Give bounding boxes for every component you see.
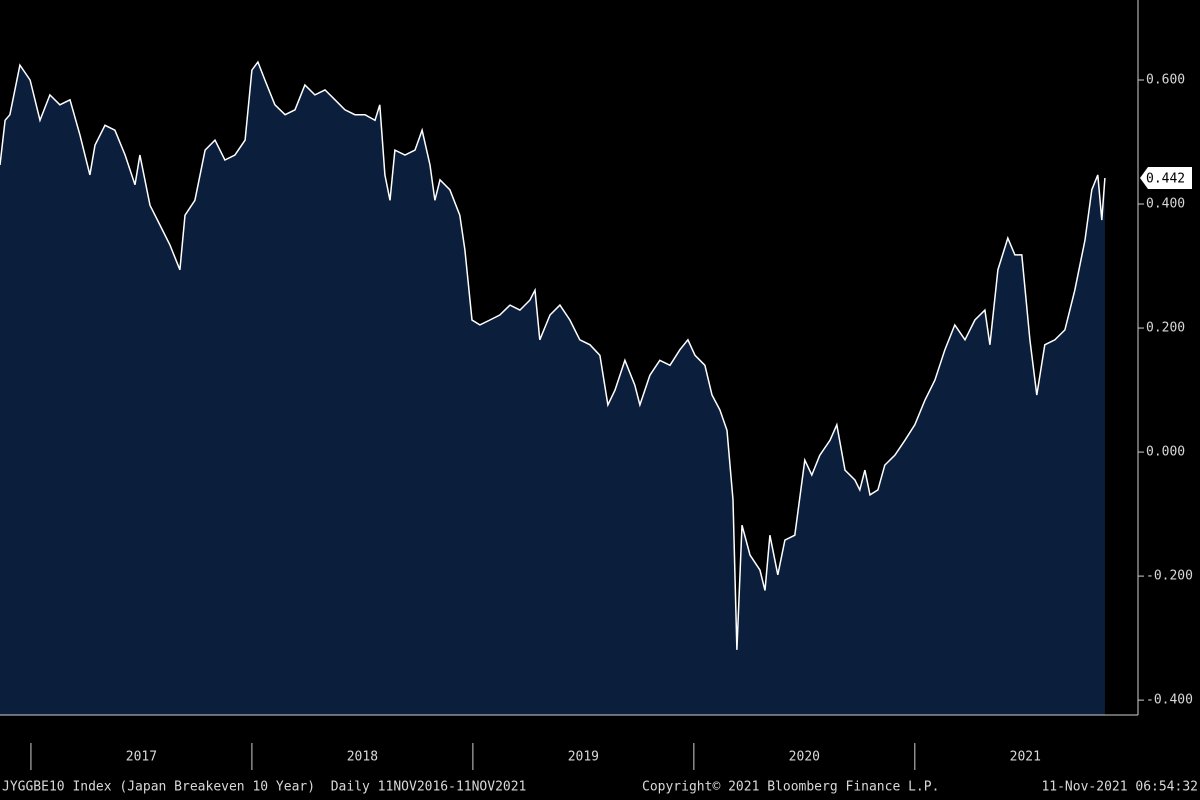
copyright: Copyright© 2021 Bloomberg Finance L.P. [642,780,939,795]
y-tick-label: 0.200 [1146,321,1185,336]
x-tick-label: 2020 [789,750,820,765]
source: JYGGBE10 Index (Japan Breakeven 10 Year)… [2,780,526,795]
x-tick-label: 2017 [126,750,157,765]
x-tick-label: 2018 [347,750,378,765]
last-value-label: 0.442 [1146,171,1185,186]
x-tick-label: 2019 [568,750,599,765]
timestamp: 11-Nov-2021 06:54:32 [1041,780,1198,795]
last-value-box [1140,166,1192,189]
y-tick-label: -0.400 [1146,693,1193,708]
y-tick-label: 0.000 [1146,445,1185,460]
y-tick-label: 0.400 [1146,197,1185,212]
line [0,60,1106,650]
x-tick-label: 2021 [1010,750,1041,765]
area [0,62,1105,715]
y-tick-label: 0.600 [1146,72,1185,87]
y-tick-label: -0.200 [1146,569,1193,584]
